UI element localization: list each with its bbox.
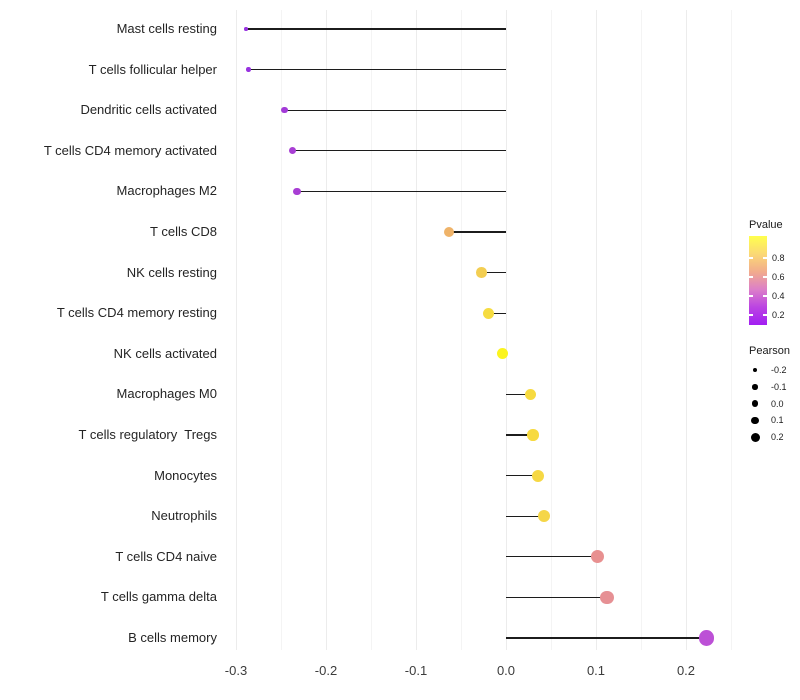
lollipop-stem <box>449 231 506 233</box>
gridline <box>551 10 552 650</box>
lollipop-dot <box>444 227 455 237</box>
lollipop-stem <box>245 28 506 30</box>
lollipop-stem <box>248 68 506 71</box>
category-label: NK cells resting <box>126 264 217 280</box>
x-tick-label: -0.1 <box>404 663 428 678</box>
lollipop-stem <box>292 150 506 152</box>
lollipop-stem <box>506 474 538 477</box>
lollipop-dot <box>537 510 550 523</box>
category-label: NK cells activated <box>113 345 217 361</box>
pearson-size-dot <box>751 416 759 424</box>
lollipop-dot <box>527 429 539 441</box>
category-label: T cells CD8 <box>150 224 217 239</box>
x-tick-label: 0.1 <box>586 663 606 678</box>
category-label: Neutrophils <box>151 508 217 524</box>
gridline <box>731 10 732 650</box>
category-label: T cells CD4 naive <box>115 548 217 564</box>
pvalue-tick-label: 0.6 <box>772 272 785 282</box>
pearson-size-dot <box>752 384 758 390</box>
pearson-legend-title: Pearson <box>749 345 790 357</box>
category-label: Dendritic cells activated <box>80 102 217 118</box>
lollipop-stem <box>297 190 506 193</box>
pvalue-tick-label: 0.8 <box>772 253 785 263</box>
pvalue-gradient-bar <box>749 236 767 325</box>
gridline <box>461 10 462 650</box>
pearson-size-label: 0.2 <box>771 432 784 442</box>
gridline <box>506 10 507 650</box>
category-label: T cells CD4 memory activated <box>43 142 217 158</box>
gridline <box>371 10 372 650</box>
pvalue-tick-mark <box>763 314 767 316</box>
lollipop-stem <box>506 393 531 396</box>
pvalue-legend-title: Pvalue <box>749 219 783 231</box>
lollipop-stem <box>506 434 533 436</box>
lollipop-dot <box>591 550 605 564</box>
category-label: Mast cells resting <box>116 21 217 36</box>
gridline <box>281 10 282 650</box>
pvalue-tick-mark <box>749 276 753 278</box>
gridline <box>416 10 417 650</box>
lollipop-dot <box>293 187 301 196</box>
lollipop-stem <box>284 109 506 111</box>
pvalue-tick-mark <box>749 314 753 316</box>
lollipop-stem <box>506 556 598 558</box>
pvalue-tick-mark <box>763 257 767 259</box>
pvalue-tick-mark <box>749 257 753 259</box>
x-tick-label: -0.3 <box>224 663 248 678</box>
lollipop-dot <box>531 469 544 482</box>
x-tick-label: 0.2 <box>676 663 696 678</box>
pearson-size-label: 0.0 <box>771 398 784 409</box>
lollipop-stem <box>506 515 544 517</box>
category-label: T cells gamma delta <box>100 589 217 605</box>
lollipop-stem <box>488 312 506 314</box>
gridline <box>596 10 597 650</box>
pvalue-tick-mark <box>763 295 767 297</box>
lollipop-dot <box>698 630 715 646</box>
category-label: Macrophages M2 <box>116 183 217 199</box>
gridline <box>686 10 687 650</box>
pearson-size-label: 0.1 <box>771 415 784 426</box>
lollipop-dot <box>289 147 297 155</box>
lollipop-dot <box>244 27 248 31</box>
lollipop-dot <box>281 106 288 114</box>
lollipop-dot <box>483 307 495 319</box>
lollipop-stem <box>481 271 506 274</box>
lollipop-stem <box>506 596 607 599</box>
pvalue-tick-label: 0.4 <box>772 291 785 301</box>
category-label: Monocytes <box>154 467 217 483</box>
category-label: Macrophages M0 <box>116 386 217 402</box>
pvalue-tick-label: 0.2 <box>772 310 785 320</box>
lollipop-dot <box>476 267 487 278</box>
x-tick-label: 0.0 <box>496 663 516 678</box>
lollipop-dot <box>496 348 508 360</box>
lollipop-dot <box>524 388 537 401</box>
category-label: T cells follicular helper <box>88 61 217 77</box>
pearson-size-dot <box>752 367 758 373</box>
lollipop-stem <box>506 637 707 639</box>
gridline <box>641 10 642 650</box>
x-tick-label: -0.2 <box>314 663 338 678</box>
gridline <box>326 10 327 650</box>
category-label: T cells CD4 memory resting <box>56 305 217 321</box>
lollipop-dot <box>246 67 251 72</box>
lollipop-dot <box>600 590 614 605</box>
pearson-size-dot <box>751 400 759 407</box>
pvalue-tick-mark <box>749 295 753 297</box>
pearson-size-dot <box>750 432 760 442</box>
pvalue-tick-mark <box>763 276 767 278</box>
category-label: T cells regulatory Tregs <box>78 427 217 442</box>
pearson-size-label: -0.1 <box>771 381 787 392</box>
pearson-size-label: -0.2 <box>771 365 787 375</box>
gridline <box>236 10 237 650</box>
category-label: B cells memory <box>128 630 217 645</box>
